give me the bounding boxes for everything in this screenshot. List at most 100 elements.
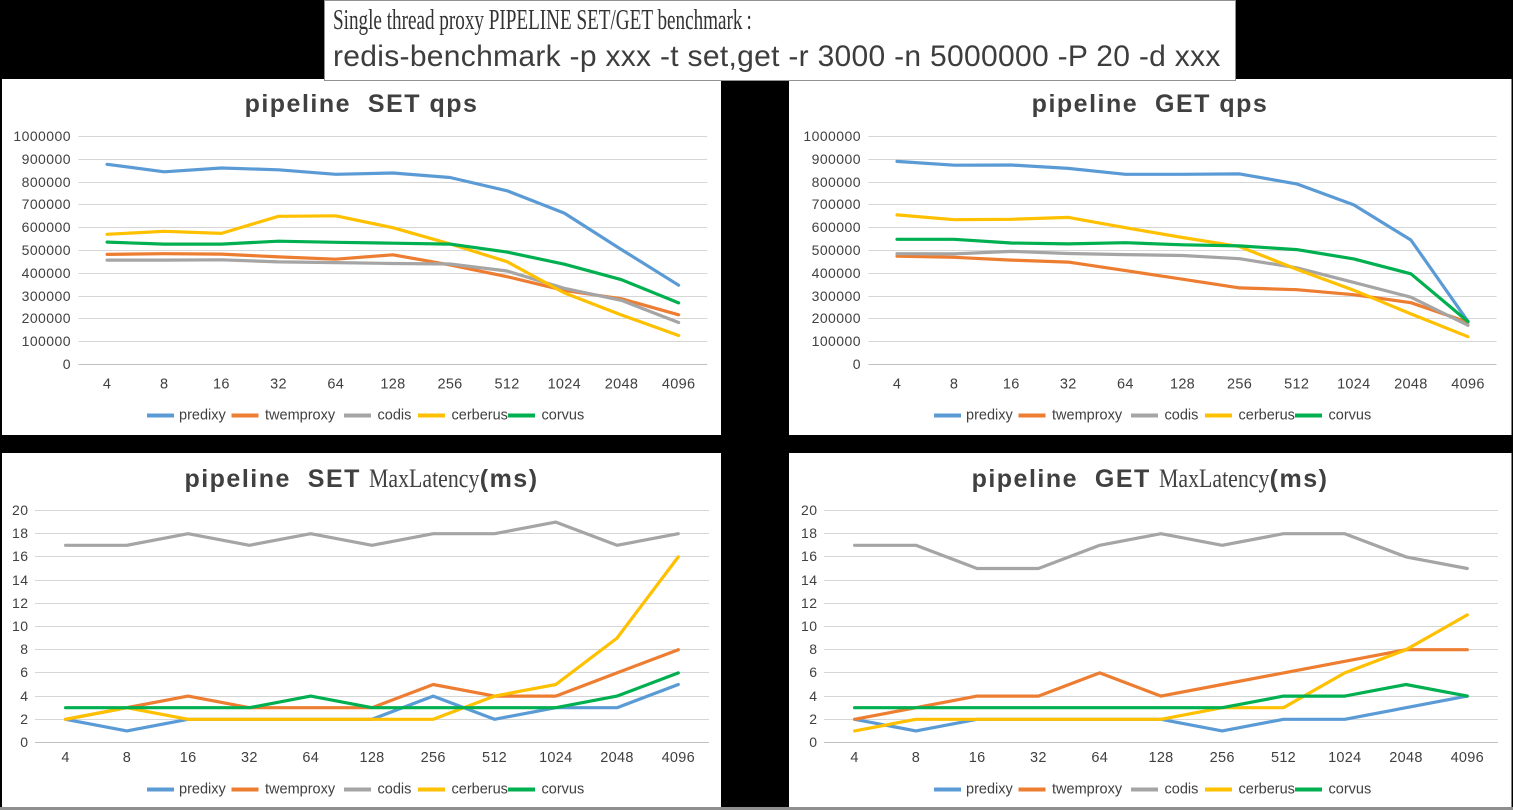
svg-text:8: 8 bbox=[20, 641, 28, 657]
svg-text:512: 512 bbox=[482, 750, 507, 766]
svg-text:12: 12 bbox=[801, 595, 817, 611]
svg-text:700000: 700000 bbox=[812, 196, 861, 212]
svg-text:2048: 2048 bbox=[1394, 377, 1427, 393]
svg-text:1024: 1024 bbox=[1328, 750, 1361, 766]
svg-text:4096: 4096 bbox=[1451, 377, 1484, 393]
svg-text:16: 16 bbox=[801, 548, 817, 564]
svg-text:twemproxy: twemproxy bbox=[1052, 407, 1123, 423]
svg-text:4: 4 bbox=[893, 377, 901, 393]
svg-text:1000000: 1000000 bbox=[803, 128, 861, 144]
svg-text:1000000: 1000000 bbox=[13, 128, 71, 144]
svg-text:cerberus: cerberus bbox=[452, 781, 508, 797]
svg-text:predixy: predixy bbox=[966, 407, 1013, 423]
svg-text:codis: codis bbox=[378, 781, 412, 797]
svg-text:12: 12 bbox=[12, 595, 28, 611]
svg-text:6: 6 bbox=[20, 664, 28, 680]
svg-text:256: 256 bbox=[421, 750, 446, 766]
svg-text:predixy: predixy bbox=[179, 781, 226, 797]
svg-text:400000: 400000 bbox=[812, 265, 861, 281]
svg-text:1024: 1024 bbox=[1337, 377, 1370, 393]
svg-text:8: 8 bbox=[912, 750, 920, 766]
svg-text:128: 128 bbox=[1170, 377, 1195, 393]
svg-text:4096: 4096 bbox=[1451, 750, 1484, 766]
svg-text:32: 32 bbox=[1060, 377, 1077, 393]
svg-text:2: 2 bbox=[809, 711, 817, 727]
svg-text:500000: 500000 bbox=[812, 242, 861, 258]
svg-text:10: 10 bbox=[801, 618, 817, 634]
svg-text:8: 8 bbox=[950, 377, 958, 393]
svg-text:0: 0 bbox=[853, 356, 861, 372]
svg-text:codis: codis bbox=[1165, 407, 1199, 423]
svg-text:16: 16 bbox=[969, 750, 986, 766]
svg-text:512: 512 bbox=[1284, 377, 1309, 393]
svg-text:600000: 600000 bbox=[812, 219, 861, 235]
svg-text:corvus: corvus bbox=[1329, 781, 1372, 797]
svg-text:cerberus: cerberus bbox=[1239, 781, 1295, 797]
svg-text:200000: 200000 bbox=[812, 310, 861, 326]
svg-text:64: 64 bbox=[302, 750, 319, 766]
svg-text:64: 64 bbox=[327, 377, 344, 393]
svg-text:2048: 2048 bbox=[605, 377, 638, 393]
svg-text:predixy: predixy bbox=[179, 407, 226, 423]
svg-text:128: 128 bbox=[359, 750, 384, 766]
svg-text:cerberus: cerberus bbox=[452, 407, 508, 423]
svg-text:128: 128 bbox=[1148, 750, 1173, 766]
svg-text:0: 0 bbox=[20, 734, 28, 750]
svg-text:corvus: corvus bbox=[542, 407, 585, 423]
svg-text:0: 0 bbox=[809, 734, 817, 750]
svg-text:256: 256 bbox=[437, 377, 462, 393]
svg-text:10: 10 bbox=[12, 618, 28, 634]
svg-text:900000: 900000 bbox=[812, 151, 861, 167]
svg-text:800000: 800000 bbox=[812, 174, 861, 190]
svg-text:512: 512 bbox=[495, 377, 520, 393]
svg-text:twemproxy: twemproxy bbox=[1052, 781, 1123, 797]
svg-text:twemproxy: twemproxy bbox=[265, 407, 336, 423]
svg-text:2048: 2048 bbox=[1389, 750, 1422, 766]
svg-text:6: 6 bbox=[809, 664, 817, 680]
svg-text:300000: 300000 bbox=[22, 288, 71, 304]
svg-text:16: 16 bbox=[1003, 377, 1020, 393]
svg-text:32: 32 bbox=[270, 377, 287, 393]
svg-text:4096: 4096 bbox=[662, 750, 695, 766]
svg-text:64: 64 bbox=[1117, 377, 1134, 393]
svg-text:codis: codis bbox=[1165, 781, 1199, 797]
svg-text:16: 16 bbox=[213, 377, 230, 393]
svg-text:4: 4 bbox=[850, 750, 858, 766]
svg-text:100000: 100000 bbox=[812, 333, 861, 349]
svg-text:4096: 4096 bbox=[662, 377, 695, 393]
svg-text:2048: 2048 bbox=[600, 750, 633, 766]
svg-text:0: 0 bbox=[63, 356, 71, 372]
svg-text:14: 14 bbox=[801, 572, 817, 588]
svg-text:codis: codis bbox=[378, 407, 412, 423]
svg-text:1024: 1024 bbox=[539, 750, 572, 766]
svg-text:4: 4 bbox=[61, 750, 69, 766]
svg-text:300000: 300000 bbox=[812, 288, 861, 304]
svg-text:100000: 100000 bbox=[22, 333, 71, 349]
svg-text:20: 20 bbox=[801, 502, 817, 518]
svg-text:corvus: corvus bbox=[542, 781, 585, 797]
svg-text:700000: 700000 bbox=[22, 196, 71, 212]
svg-text:64: 64 bbox=[1091, 750, 1108, 766]
svg-text:18: 18 bbox=[801, 525, 817, 541]
svg-text:32: 32 bbox=[241, 750, 258, 766]
svg-text:512: 512 bbox=[1271, 750, 1296, 766]
svg-text:8: 8 bbox=[809, 641, 817, 657]
svg-text:cerberus: cerberus bbox=[1239, 407, 1295, 423]
svg-text:2: 2 bbox=[20, 711, 28, 727]
svg-text:4: 4 bbox=[103, 377, 111, 393]
svg-text:900000: 900000 bbox=[22, 151, 71, 167]
svg-text:18: 18 bbox=[12, 525, 28, 541]
svg-text:twemproxy: twemproxy bbox=[265, 781, 336, 797]
svg-text:8: 8 bbox=[123, 750, 131, 766]
svg-text:16: 16 bbox=[12, 548, 28, 564]
svg-text:800000: 800000 bbox=[22, 174, 71, 190]
svg-text:200000: 200000 bbox=[22, 310, 71, 326]
svg-text:256: 256 bbox=[1227, 377, 1252, 393]
svg-text:128: 128 bbox=[380, 377, 405, 393]
svg-text:400000: 400000 bbox=[22, 265, 71, 281]
svg-text:256: 256 bbox=[1210, 750, 1235, 766]
svg-text:32: 32 bbox=[1030, 750, 1047, 766]
svg-text:16: 16 bbox=[180, 750, 197, 766]
svg-text:20: 20 bbox=[12, 502, 28, 518]
svg-text:14: 14 bbox=[12, 572, 28, 588]
